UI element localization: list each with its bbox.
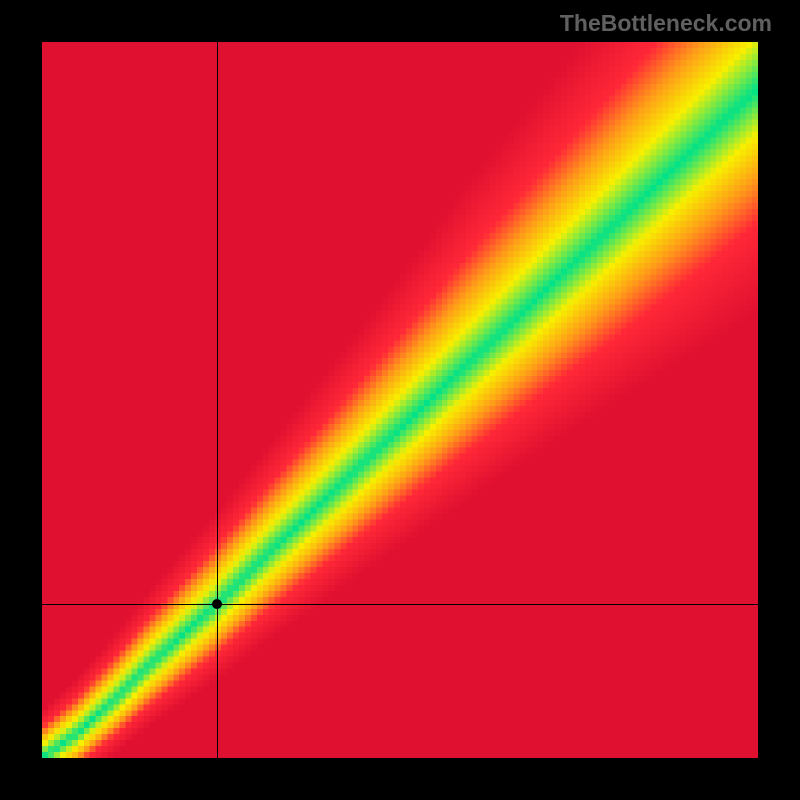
chart-container: TheBottleneck.com: [0, 0, 800, 800]
crosshair-horizontal: [42, 604, 758, 605]
watermark-text: TheBottleneck.com: [560, 10, 772, 37]
heatmap-canvas: [42, 42, 758, 758]
crosshair-vertical: [217, 42, 218, 758]
